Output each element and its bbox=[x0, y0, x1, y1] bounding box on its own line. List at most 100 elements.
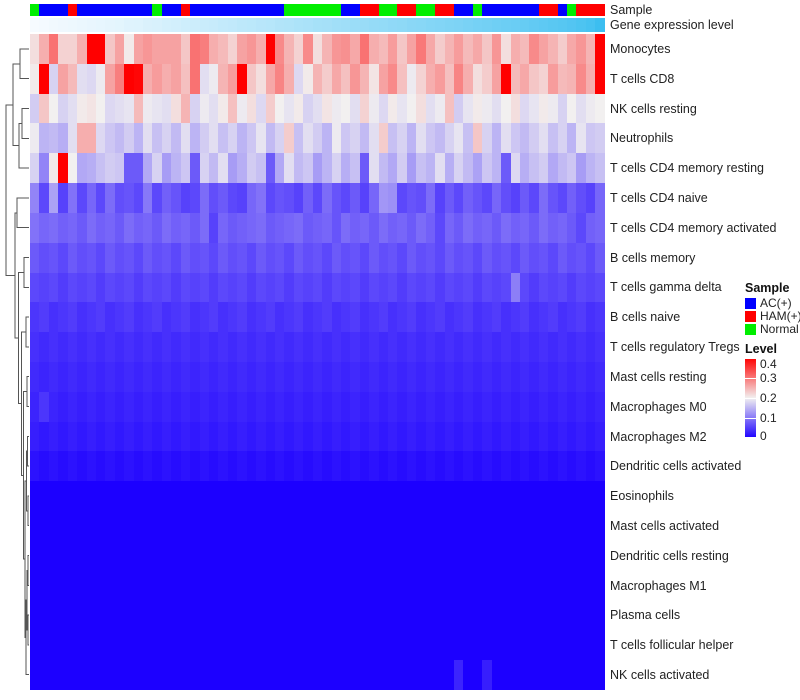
heatmap-cell bbox=[143, 660, 153, 690]
gene-expression-annotation-cell bbox=[171, 18, 181, 32]
heatmap-cell bbox=[86, 481, 96, 511]
heatmap-cell bbox=[463, 660, 473, 690]
heatmap-cell bbox=[397, 93, 407, 124]
heatmap-cell bbox=[274, 421, 285, 452]
heatmap-cell bbox=[105, 93, 115, 124]
heatmap-cell bbox=[133, 511, 144, 541]
heatmap-cell bbox=[152, 34, 162, 64]
heatmap-cell bbox=[48, 93, 59, 124]
heatmap-cell bbox=[265, 242, 275, 273]
heatmap-cell bbox=[359, 183, 370, 213]
heatmap-cell bbox=[303, 540, 313, 571]
heatmap-cell bbox=[340, 34, 351, 64]
heatmap-cell bbox=[227, 511, 238, 541]
heatmap-cell bbox=[463, 481, 473, 511]
heatmap-cell bbox=[30, 540, 40, 571]
heatmap-cell bbox=[567, 272, 577, 303]
heatmap-cell bbox=[350, 93, 360, 124]
heatmap-cell bbox=[322, 123, 332, 154]
heatmap-cell bbox=[293, 34, 304, 64]
heatmap-cell bbox=[246, 302, 257, 333]
heatmap-cell bbox=[463, 302, 473, 333]
level-tick-label: 0.1 bbox=[760, 411, 777, 425]
heatmap-cell bbox=[359, 600, 370, 631]
sample-legend-items: AC(+) HAM(+) Normal bbox=[745, 297, 800, 335]
heatmap-cell bbox=[425, 481, 436, 511]
heatmap-cell bbox=[209, 183, 219, 213]
heatmap-cell bbox=[322, 391, 332, 422]
heatmap-cell bbox=[388, 540, 398, 571]
heatmap-cell bbox=[180, 600, 191, 631]
heatmap-cell bbox=[133, 242, 144, 273]
heatmap-cell bbox=[425, 421, 436, 452]
gene-expression-annotation-cell bbox=[218, 18, 228, 32]
heatmap-cell bbox=[397, 153, 407, 184]
heatmap-cell bbox=[284, 212, 294, 243]
heatmap-cell bbox=[435, 123, 445, 154]
heatmap-cell bbox=[472, 421, 483, 452]
heatmap-cell bbox=[227, 570, 238, 601]
gene-expression-annotation-cell bbox=[237, 18, 247, 32]
heatmap-cell bbox=[114, 570, 125, 601]
heatmap-cell bbox=[293, 242, 304, 273]
gene-expression-annotation-cell bbox=[180, 18, 191, 32]
heatmap-cell bbox=[519, 660, 530, 690]
heatmap-cell bbox=[39, 242, 49, 273]
heatmap-cell bbox=[86, 34, 96, 64]
heatmap-cell bbox=[406, 63, 417, 94]
heatmap-cell bbox=[293, 123, 304, 154]
heatmap-cell bbox=[585, 34, 596, 64]
heatmap-cell bbox=[538, 302, 549, 333]
heatmap-cell bbox=[557, 332, 568, 362]
heatmap-cell bbox=[538, 451, 549, 482]
heatmap-cell bbox=[519, 34, 530, 64]
heatmap-row bbox=[30, 570, 605, 601]
heatmap-cell bbox=[331, 34, 341, 64]
heatmap-cell bbox=[48, 570, 59, 601]
heatmap-cell bbox=[359, 361, 370, 392]
sample-annotation-cell bbox=[161, 4, 172, 16]
heatmap-cell bbox=[369, 421, 379, 452]
heatmap-cell bbox=[576, 123, 586, 154]
level-tick-mark bbox=[745, 437, 756, 438]
heatmap-cell bbox=[557, 451, 568, 482]
heatmap-cell bbox=[595, 511, 605, 541]
heatmap-cell bbox=[529, 34, 539, 64]
heatmap-cell bbox=[406, 153, 417, 184]
heatmap-cell bbox=[58, 242, 68, 273]
heatmap-cell bbox=[237, 540, 247, 571]
heatmap-cell bbox=[77, 34, 87, 64]
heatmap-cell bbox=[378, 421, 389, 452]
heatmap-cell bbox=[67, 93, 78, 124]
heatmap-cell bbox=[501, 361, 511, 392]
heatmap-cell bbox=[209, 242, 219, 273]
heatmap-cell bbox=[519, 570, 530, 601]
heatmap-cell bbox=[284, 540, 294, 571]
heatmap-cell bbox=[416, 600, 426, 631]
heatmap-cell bbox=[284, 302, 294, 333]
heatmap-cell bbox=[237, 93, 247, 124]
heatmap-cell bbox=[576, 540, 586, 571]
heatmap-cell bbox=[86, 272, 96, 303]
heatmap-cell bbox=[567, 660, 577, 690]
heatmap-cell bbox=[567, 123, 577, 154]
heatmap-cell bbox=[576, 630, 586, 661]
heatmap-cell bbox=[519, 63, 530, 94]
heatmap-cell bbox=[350, 391, 360, 422]
heatmap-cell bbox=[453, 660, 464, 690]
heatmap-cell bbox=[501, 481, 511, 511]
heatmap-cell bbox=[86, 242, 96, 273]
heatmap-cell bbox=[227, 332, 238, 362]
sample-annotation-cell bbox=[585, 4, 596, 16]
heatmap-cell bbox=[303, 600, 313, 631]
heatmap-cell bbox=[378, 361, 389, 392]
heatmap-cell bbox=[538, 570, 549, 601]
heatmap-cell bbox=[340, 481, 351, 511]
heatmap-cell bbox=[595, 272, 605, 303]
heatmap-cell bbox=[340, 660, 351, 690]
heatmap-cell bbox=[77, 212, 87, 243]
heatmap-cell bbox=[86, 511, 96, 541]
heatmap-cell bbox=[340, 93, 351, 124]
sample-annotation-cell bbox=[227, 4, 238, 16]
heatmap-cell bbox=[86, 332, 96, 362]
